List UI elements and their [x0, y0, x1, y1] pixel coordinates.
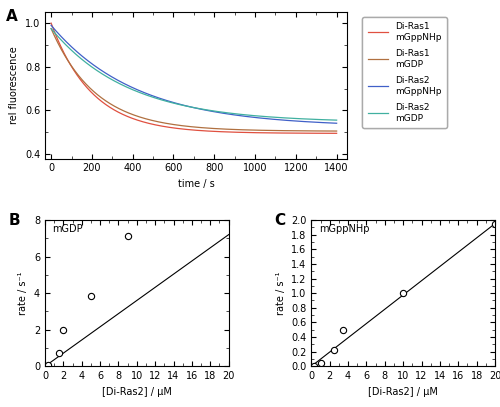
Line: Di-Ras1
mGppNHp: Di-Ras1 mGppNHp: [51, 23, 337, 133]
Di-Ras2
mGDP: [48, 26, 54, 31]
Di-Ras2
mGDP: [158, 97, 164, 102]
Di-Ras1
mGDP: [48, 26, 54, 31]
X-axis label: [Di-Ras2] / μM: [Di-Ras2] / μM: [368, 387, 438, 397]
Di-Ras1
mGppNHp: [298, 131, 304, 136]
Di-Ras1
mGppNHp: [48, 21, 54, 26]
Line: Di-Ras2
mGDP: Di-Ras2 mGDP: [51, 28, 337, 120]
Di-Ras2
mGDP: [334, 118, 340, 123]
Line: Di-Ras2
mGppNHp: Di-Ras2 mGppNHp: [51, 25, 337, 123]
Text: C: C: [274, 213, 285, 228]
Di-Ras2
mGppNHp: [98, 68, 103, 72]
Di-Ras1
mGDP: [328, 129, 334, 133]
Y-axis label: rel fluorescence: rel fluorescence: [10, 46, 20, 124]
Di-Ras1
mGDP: [80, 79, 86, 84]
Di-Ras1
mGppNHp: [334, 131, 340, 136]
X-axis label: [Di-Ras2] / μM: [Di-Ras2] / μM: [102, 387, 172, 397]
Di-Ras1
mGppNHp: [170, 125, 176, 130]
Di-Ras2
mGDP: [98, 70, 103, 75]
Di-Ras1
mGppNHp: [98, 98, 103, 103]
Text: A: A: [6, 9, 18, 24]
X-axis label: time / s: time / s: [178, 179, 214, 189]
Y-axis label: rate / s⁻¹: rate / s⁻¹: [276, 271, 285, 315]
Di-Ras1
mGppNHp: [158, 123, 164, 128]
Di-Ras1
mGDP: [158, 120, 164, 125]
Text: B: B: [8, 213, 20, 228]
Di-Ras1
mGppNHp: [328, 131, 334, 136]
Di-Ras1
mGDP: [334, 129, 340, 133]
Di-Ras2
mGDP: [170, 101, 176, 105]
Di-Ras2
mGDP: [298, 116, 304, 121]
Di-Ras2
mGDP: [328, 118, 334, 123]
Di-Ras1
mGDP: [98, 95, 103, 100]
Di-Ras1
mGDP: [298, 128, 304, 133]
Di-Ras2
mGppNHp: [298, 119, 304, 124]
Di-Ras2
mGppNHp: [158, 96, 164, 101]
Di-Ras2
mGDP: [80, 58, 86, 63]
Di-Ras2
mGppNHp: [48, 23, 54, 28]
Di-Ras1
mGDP: [170, 122, 176, 127]
Legend: Di-Ras1
mGppNHp, Di-Ras1
mGDP, Di-Ras2
mGppNHp, Di-Ras2
mGDP: Di-Ras1 mGppNHp, Di-Ras1 mGDP, Di-Ras2 m…: [362, 17, 446, 128]
Di-Ras2
mGppNHp: [170, 100, 176, 105]
Y-axis label: rate / s⁻¹: rate / s⁻¹: [18, 271, 28, 315]
Di-Ras2
mGppNHp: [328, 120, 334, 125]
Text: mGDP: mGDP: [52, 224, 83, 234]
Text: mGppNHp: mGppNHp: [318, 224, 369, 234]
Di-Ras1
mGppNHp: [80, 81, 86, 86]
Line: Di-Ras1
mGDP: Di-Ras1 mGDP: [51, 28, 337, 131]
Di-Ras2
mGppNHp: [80, 55, 86, 60]
Di-Ras2
mGppNHp: [334, 121, 340, 126]
